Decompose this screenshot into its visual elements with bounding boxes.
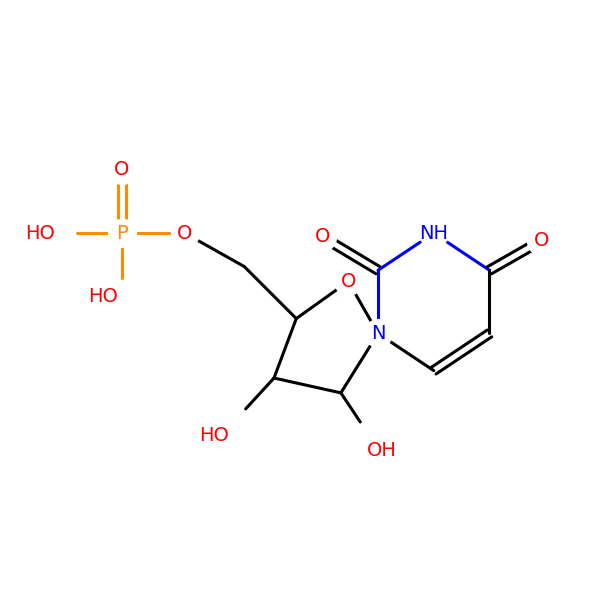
Text: HO: HO xyxy=(88,287,118,306)
Text: OH: OH xyxy=(367,441,397,460)
Text: O: O xyxy=(177,224,193,242)
Text: P: P xyxy=(116,224,127,242)
Text: HO: HO xyxy=(200,427,229,445)
Text: O: O xyxy=(314,227,330,247)
Text: NH: NH xyxy=(419,224,448,242)
Text: N: N xyxy=(371,324,385,343)
Text: O: O xyxy=(114,160,130,179)
Text: O: O xyxy=(341,272,356,291)
Text: O: O xyxy=(534,231,549,250)
Text: HO: HO xyxy=(25,224,55,242)
